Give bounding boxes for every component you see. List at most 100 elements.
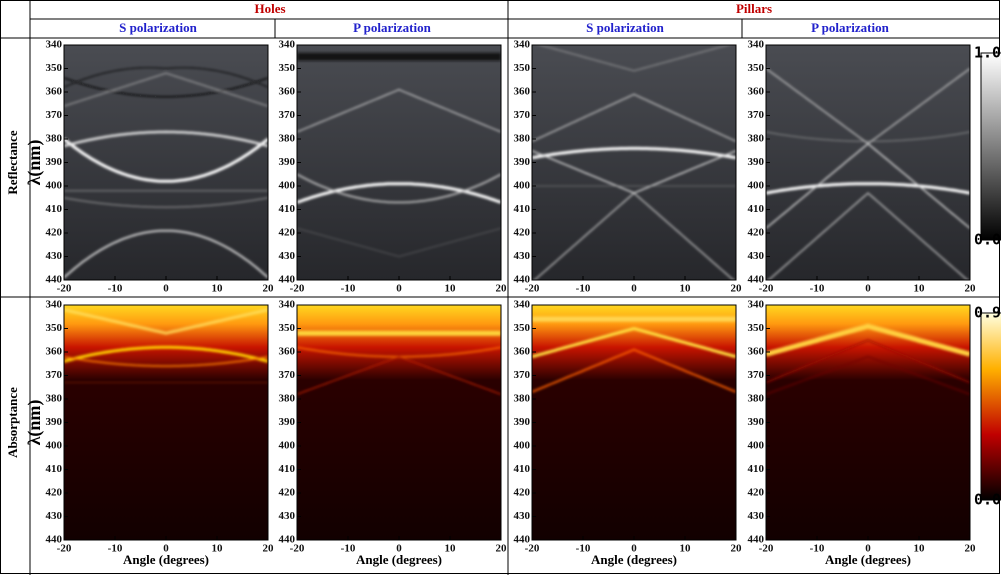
y-tick-label: 380 <box>279 133 296 145</box>
heatmap-features <box>532 45 736 280</box>
y-tick-label: 440 <box>514 534 531 546</box>
y-tick-label: 430 <box>514 250 531 262</box>
heatmap-features <box>64 67 268 279</box>
y-tick-label: 390 <box>748 416 765 428</box>
y-tick-label: 380 <box>748 133 765 145</box>
band-feature <box>538 45 730 72</box>
y-tick-label: 340 <box>279 39 296 51</box>
band-feature <box>767 192 969 280</box>
y-tick-label: 400 <box>514 440 531 452</box>
y-tick-label: 410 <box>46 203 63 215</box>
y-tick-label: 360 <box>748 346 765 358</box>
x-tick-label: 20 <box>496 283 508 295</box>
x-axis-label: Angle (degrees) <box>591 552 677 567</box>
x-tick-label: 0 <box>865 543 871 555</box>
y-tick-label: 370 <box>514 109 531 121</box>
heatmap-background <box>64 45 268 280</box>
colorbar <box>980 312 1001 501</box>
heatmap-features <box>64 308 268 383</box>
x-tick-label: 0 <box>631 543 637 555</box>
y-tick-label: 410 <box>514 463 531 475</box>
band-feature <box>64 137 268 183</box>
y-tick-label: 340 <box>748 39 765 51</box>
y-tick-label: 400 <box>514 180 531 192</box>
band-feature <box>766 323 970 357</box>
x-tick-label: 0 <box>631 283 637 295</box>
x-tick-label: 10 <box>212 543 224 555</box>
y-tick-label: 430 <box>279 510 296 522</box>
band-feature <box>766 355 970 396</box>
x-tick-label: 10 <box>212 283 224 295</box>
x-tick-label: -20 <box>57 543 72 555</box>
y-tick-label: 370 <box>748 109 765 121</box>
y-tick-label: 340 <box>46 39 63 51</box>
band-feature <box>64 77 268 98</box>
y-tick-label: 380 <box>46 133 63 145</box>
y-tick-label: 380 <box>514 133 531 145</box>
x-tick-label: 10 <box>914 283 926 295</box>
x-tick-label: 10 <box>445 283 457 295</box>
y-tick-label: 360 <box>279 346 296 358</box>
y-tick-label: 400 <box>748 440 765 452</box>
y-tick-label: 390 <box>748 156 765 168</box>
x-tick-label: -20 <box>759 543 774 555</box>
x-tick-label: 20 <box>263 283 275 295</box>
column-title: P polarization <box>353 20 431 35</box>
y-tick-label: 370 <box>748 369 765 381</box>
y-tick-label: 410 <box>748 463 765 475</box>
x-tick-label: 20 <box>731 283 743 295</box>
band-feature <box>64 67 268 88</box>
y-tick-label: 390 <box>514 416 531 428</box>
y-tick-label: 430 <box>514 510 531 522</box>
y-tick-label: 350 <box>514 322 531 334</box>
x-tick-label: 20 <box>965 543 977 555</box>
y-tick-label: 350 <box>279 322 296 334</box>
y-tick-label: 430 <box>46 510 63 522</box>
y-tick-label: 440 <box>514 274 531 286</box>
y-tick-label: 360 <box>279 86 296 98</box>
y-tick-label: 340 <box>279 299 296 311</box>
y-tick-label: 350 <box>748 322 765 334</box>
y-tick-label: 360 <box>46 346 63 358</box>
y-tick-label: 350 <box>46 62 63 74</box>
x-tick-label: 20 <box>263 543 275 555</box>
y-tick-label: 390 <box>279 416 296 428</box>
y-tick-label: 400 <box>279 180 296 192</box>
band-feature <box>297 173 501 204</box>
y-tick-label: 340 <box>748 299 765 311</box>
band-feature <box>532 146 736 160</box>
y-tick-label: 410 <box>279 203 296 215</box>
y-tick-label: 340 <box>514 299 531 311</box>
y-axis-label: λ(nm) <box>24 140 45 186</box>
row-label: Absorptance <box>5 387 20 458</box>
x-axis-label: Angle (degrees) <box>825 552 911 567</box>
y-tick-label: 440 <box>748 534 765 546</box>
x-tick-label: -20 <box>525 283 540 295</box>
x-tick-label: -10 <box>576 283 591 295</box>
colorbar-tick-label: 0.9 <box>974 304 1001 322</box>
y-tick-label: 440 <box>46 274 63 286</box>
heatmap-background <box>766 45 970 280</box>
band-feature <box>297 355 501 396</box>
y-tick-label: 410 <box>748 203 765 215</box>
y-tick-label: 350 <box>46 322 63 334</box>
colorbar-tick-label: 1.0 <box>974 44 1001 62</box>
colorbar-tick-label: 0.0 <box>974 491 1001 509</box>
y-tick-label: 380 <box>514 393 531 405</box>
y-tick-label: 360 <box>46 86 63 98</box>
y-tick-label: 410 <box>279 463 296 475</box>
band-feature <box>64 197 268 208</box>
y-tick-label: 370 <box>279 109 296 121</box>
band-feature <box>532 93 736 142</box>
column-title: S polarization <box>586 20 664 35</box>
x-tick-label: -10 <box>341 283 356 295</box>
y-tick-label: 370 <box>514 369 531 381</box>
band-feature <box>766 182 970 195</box>
x-tick-label: 10 <box>914 543 926 555</box>
y-tick-label: 380 <box>748 393 765 405</box>
x-tick-label: -10 <box>810 283 825 295</box>
y-tick-label: 390 <box>279 156 296 168</box>
band-feature <box>64 130 268 148</box>
y-tick-label: 420 <box>514 487 531 499</box>
